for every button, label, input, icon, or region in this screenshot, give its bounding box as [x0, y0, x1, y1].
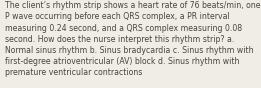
Text: The client’s rhythm strip shows a heart rate of 76 beats/min, one
P wave occurri: The client’s rhythm strip shows a heart … [5, 1, 260, 77]
